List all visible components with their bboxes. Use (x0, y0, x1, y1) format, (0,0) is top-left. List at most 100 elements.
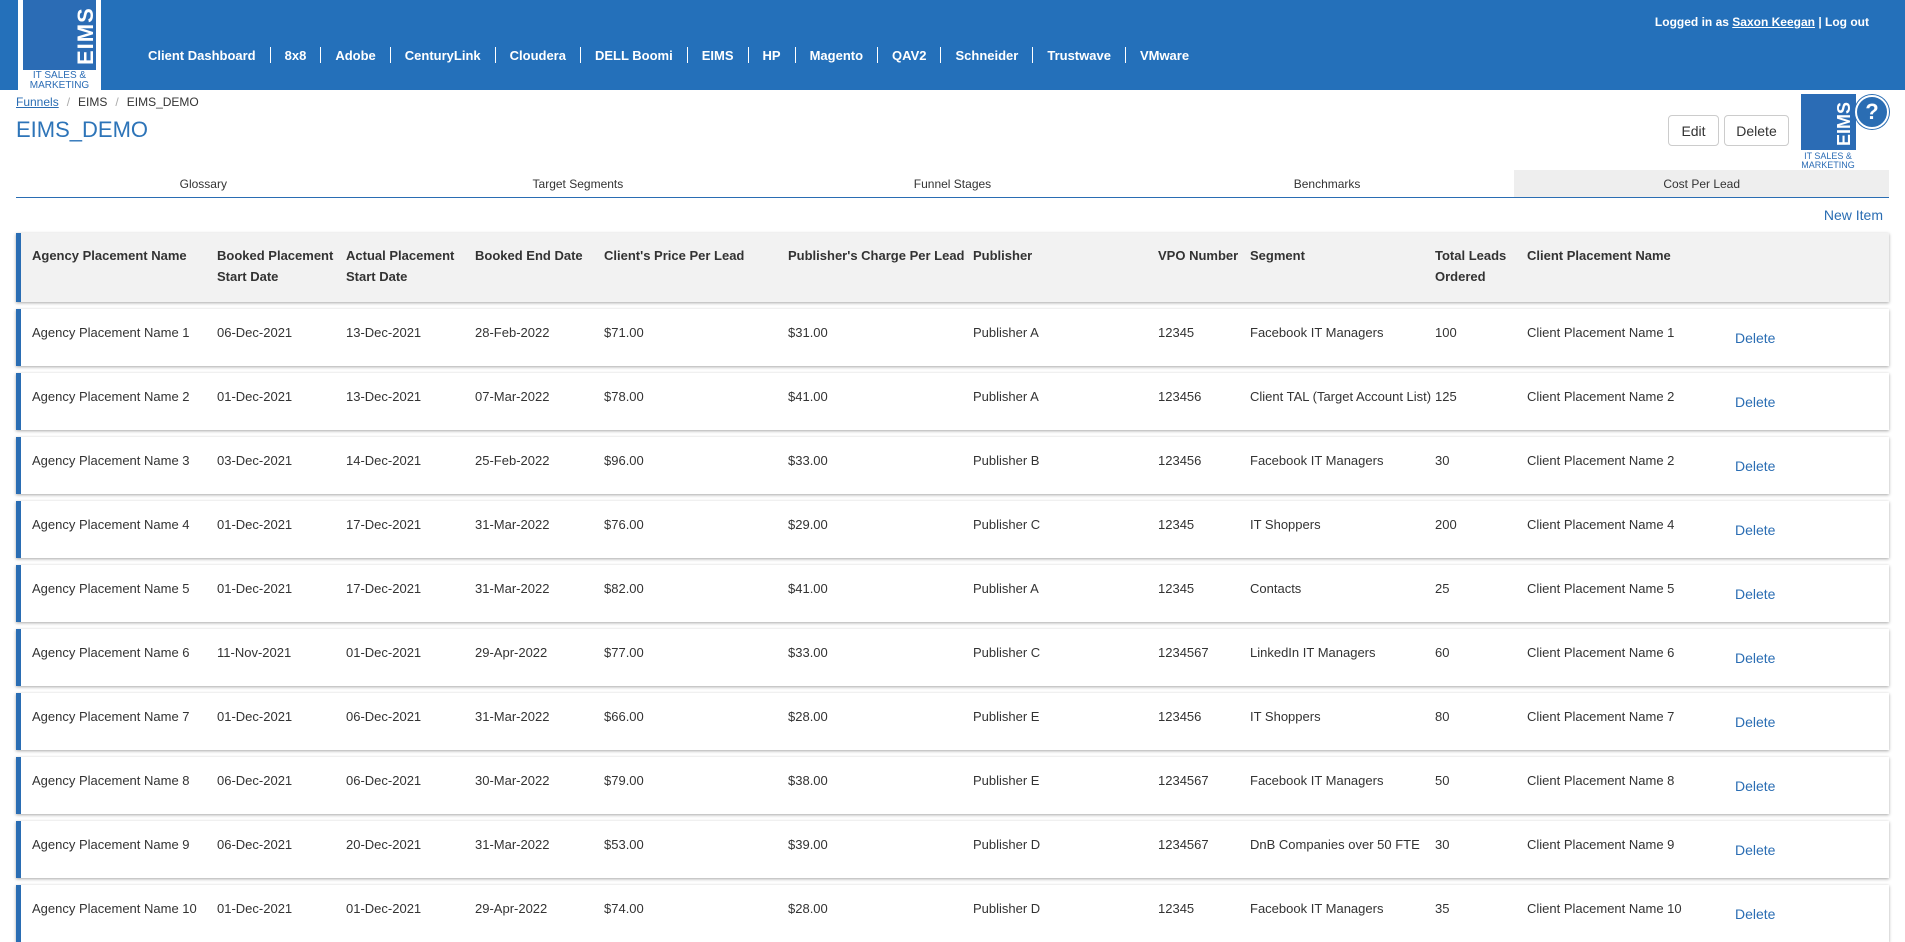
nav-item-magento[interactable]: Magento (809, 47, 864, 63)
cell-agency-placement-name: Agency Placement Name 4 (32, 517, 190, 532)
table-row: Agency Placement Name 4 01-Dec-2021 17-Dec… (16, 501, 1889, 558)
cell-actual-placement-start-date: 01-Dec-2021 (346, 645, 422, 660)
row-delete-link[interactable]: Delete (1735, 394, 1776, 410)
cell-booked-placement-start-date: 06-Dec-2021 (217, 325, 293, 340)
cell-vpo-number: 1234567 (1158, 773, 1209, 788)
nav-separator (794, 47, 796, 63)
row-delete-link[interactable]: Delete (1735, 714, 1776, 730)
cell-vpo-number: 12345 (1158, 517, 1195, 532)
cell-vpo-number: 123456 (1158, 453, 1202, 468)
row-delete-link[interactable]: Delete (1735, 586, 1776, 602)
tab-target-segments[interactable]: Target Segments (532, 176, 624, 191)
cell-actual-placement-start-date: 06-Dec-2021 (346, 773, 422, 788)
cell-vpo-number: 123456 (1158, 389, 1202, 404)
row-delete-link[interactable]: Delete (1735, 906, 1776, 922)
eims-logo[interactable]: EIMS IT SALES & MARKETING (18, 0, 101, 91)
cell-total-leads-ordered: 200 (1435, 517, 1457, 532)
cell-client-placement-name: Client Placement Name 1 (1527, 325, 1675, 340)
cell-total-leads-ordered: 25 (1435, 581, 1450, 596)
nav-item-centurylink[interactable]: CenturyLink (404, 47, 481, 63)
cell-agency-placement-name: Agency Placement Name 7 (32, 709, 190, 724)
help-icon[interactable]: ? (1855, 95, 1889, 129)
cell-client-s-price-per-lead: $71.00 (604, 325, 644, 340)
cell-actual-placement-start-date: 06-Dec-2021 (346, 709, 422, 724)
column-header-total-leads-ordered: Total Leads Ordered (1435, 248, 1507, 284)
cell-booked-placement-start-date: 11-Nov-2021 (217, 645, 292, 660)
cell-publisher: Publisher D (973, 837, 1041, 852)
cell-agency-placement-name: Agency Placement Name 3 (32, 453, 190, 468)
user-link[interactable]: Saxon Keegan (1732, 15, 1815, 29)
column-header-booked-end-date: Booked End Date (475, 248, 583, 263)
row-delete-link[interactable]: Delete (1735, 778, 1776, 794)
row-delete-link[interactable]: Delete (1735, 522, 1776, 538)
cell-client-placement-name: Client Placement Name 4 (1527, 517, 1675, 532)
cell-actual-placement-start-date: 14-Dec-2021 (346, 453, 422, 468)
page-title: EIMS_DEMO (16, 117, 149, 142)
column-header-agency-placement-name: Agency Placement Name (32, 248, 187, 263)
column-header-vpo-number: VPO Number (1158, 248, 1239, 263)
tab-funnel-stages[interactable]: Funnel Stages (913, 176, 992, 191)
cell-booked-placement-start-date: 01-Dec-2021 (217, 389, 293, 404)
nav-item-client-dashboard[interactable]: Client Dashboard (148, 47, 256, 63)
login-prefix: Logged in as (1654, 15, 1729, 29)
cell-vpo-number: 12345 (1158, 581, 1195, 596)
cell-booked-placement-start-date: 06-Dec-2021 (217, 773, 293, 788)
delete-button[interactable]: Delete (1724, 115, 1789, 146)
row-delete-link[interactable]: Delete (1735, 330, 1776, 346)
nav-item-schneider[interactable]: Schneider (955, 47, 1019, 63)
row-delete-link[interactable]: Delete (1735, 458, 1776, 474)
table-row: Agency Placement Name 10 01-Dec-2021 01-De… (16, 885, 1889, 942)
logo-subtitle: IT SALES & MARKETING (29, 70, 90, 91)
cell-booked-end-date: 28-Feb-2022 (475, 325, 550, 340)
logout-link[interactable]: Log out (1825, 15, 1869, 29)
nav-item-trustwave[interactable]: Trustwave (1047, 47, 1111, 63)
nav-item-dell-boomi[interactable]: DELL Boomi (594, 47, 673, 63)
breadcrumb: Funnels / EIMS / EIMS_DEMO (16, 95, 199, 109)
cell-publisher-s-charge-per-lead: $29.00 (788, 517, 828, 532)
column-header-actual-placement-start-date: Actual Placement Start Date (346, 248, 455, 284)
tab-cost-per-lead[interactable]: Cost Per Lead (1514, 170, 1889, 197)
nav-separator (940, 47, 942, 63)
client-logo-subtitle: IT SALES & MARKETING (1801, 151, 1855, 170)
cell-segment: Contacts (1250, 581, 1302, 596)
cell-client-placement-name: Client Placement Name 2 (1527, 389, 1675, 404)
cell-client-placement-name: Client Placement Name 6 (1527, 645, 1675, 660)
breadcrumb-funnels[interactable]: Funnels (16, 95, 59, 109)
cell-publisher-s-charge-per-lead: $39.00 (788, 837, 828, 852)
logo-mark: EIMS (23, 0, 98, 70)
tab-benchmarks[interactable]: Benchmarks (1293, 176, 1361, 191)
nav-item-hp[interactable]: HP (762, 47, 781, 63)
edit-button[interactable]: Edit (1668, 115, 1719, 146)
new-item-link[interactable]: New Item (1823, 207, 1883, 223)
nav-separator (747, 47, 749, 63)
cell-vpo-number: 123456 (1158, 709, 1202, 724)
cell-publisher: Publisher D (973, 901, 1041, 916)
nav-item-qav2[interactable]: QAV2 (892, 47, 927, 63)
tab-glossary[interactable]: Glossary (179, 176, 227, 191)
column-header-booked-placement-start-date: Booked Placement Start Date (217, 248, 334, 284)
cell-agency-placement-name: Agency Placement Name 2 (32, 389, 190, 404)
cell-total-leads-ordered: 100 (1435, 325, 1457, 340)
row-delete-link[interactable]: Delete (1735, 842, 1776, 858)
cell-segment: Client TAL (Target Account List) (1250, 389, 1432, 404)
cell-publisher: Publisher E (973, 773, 1040, 788)
cell-client-s-price-per-lead: $82.00 (604, 581, 644, 596)
column-header-publisher: Publisher (973, 248, 1033, 263)
cell-client-s-price-per-lead: $74.00 (604, 901, 644, 916)
cell-booked-end-date: 31-Mar-2022 (475, 581, 550, 596)
table-row: Agency Placement Name 5 01-Dec-2021 17-Dec… (16, 565, 1889, 622)
cell-booked-placement-start-date: 01-Dec-2021 (217, 517, 293, 532)
cell-booked-placement-start-date: 01-Dec-2021 (217, 581, 293, 596)
nav-item-vmware[interactable]: VMware (1139, 47, 1190, 63)
nav-separator (579, 47, 581, 63)
row-delete-link[interactable]: Delete (1735, 650, 1776, 666)
nav-item-8x8[interactable]: 8x8 (284, 47, 307, 63)
table-row: Agency Placement Name 8 06-Dec-2021 06-Dec… (16, 757, 1889, 814)
cell-total-leads-ordered: 30 (1435, 453, 1450, 468)
nav-item-eims[interactable]: EIMS (701, 47, 734, 63)
nav-item-adobe[interactable]: Adobe (335, 47, 376, 63)
cell-total-leads-ordered: 60 (1435, 645, 1450, 660)
cell-segment: Facebook IT Managers (1250, 901, 1384, 916)
nav-item-cloudera[interactable]: Cloudera (509, 47, 566, 63)
cell-booked-placement-start-date: 03-Dec-2021 (217, 453, 293, 468)
